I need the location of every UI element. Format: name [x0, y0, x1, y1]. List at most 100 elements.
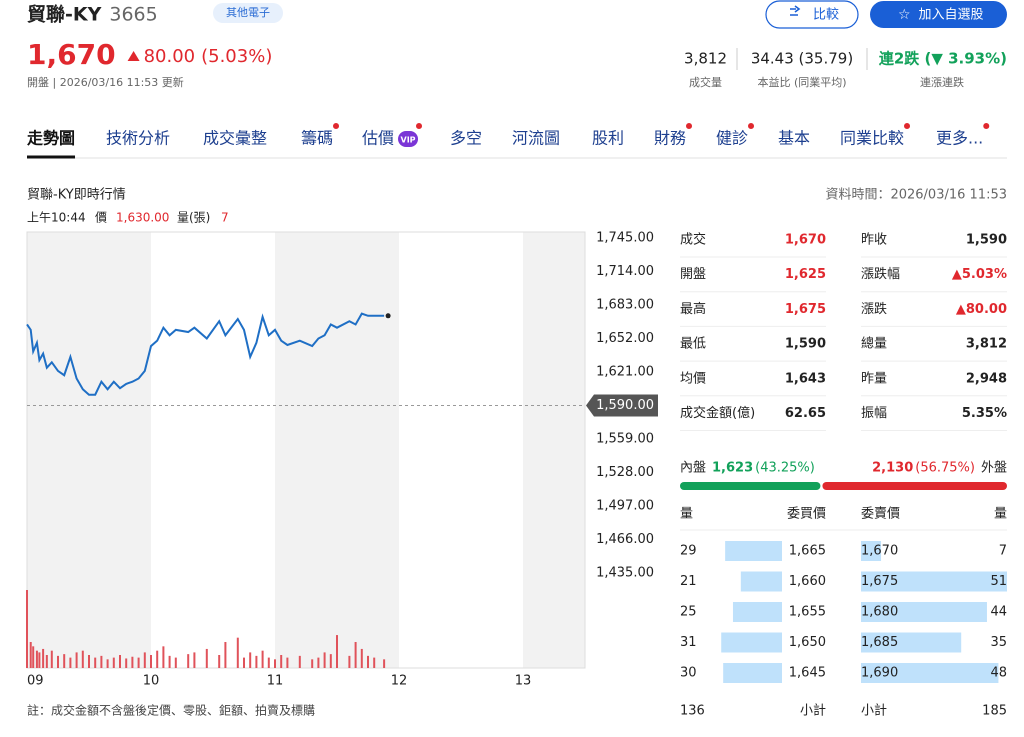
- industry-tag-label[interactable]: 其他電子: [226, 6, 270, 19]
- y-tick-label: 1,497.00: [596, 499, 654, 514]
- quote-label: 最高: [680, 301, 706, 317]
- tab[interactable]: 籌碼: [301, 129, 333, 148]
- volume-bar: [193, 652, 196, 668]
- quote-value: 62.65: [785, 406, 826, 421]
- footnote: 註：成交金額不含盤後定價、零股、鉅額、拍賣及標購: [27, 703, 315, 718]
- bid-price: 1,645: [789, 666, 826, 681]
- volume-bar: [274, 659, 276, 668]
- volume-bar: [267, 657, 270, 668]
- bid-bar: [723, 663, 782, 683]
- volume-bar: [57, 655, 59, 668]
- x-tick-label: 12: [391, 674, 408, 689]
- volume-bar: [317, 657, 320, 668]
- ask-price: 1,675: [861, 574, 898, 589]
- tab[interactable]: 更多...: [936, 129, 983, 148]
- ask-price: 1,670: [861, 544, 898, 559]
- book-header: 量: [994, 507, 1007, 522]
- ask-bar: [861, 541, 882, 561]
- stock-name: 貿聯-KY: [27, 3, 102, 26]
- quote-value: 5.35%: [962, 406, 1007, 421]
- tab-dot: [416, 123, 423, 129]
- quote-value: 1,675: [785, 302, 826, 317]
- volume-bar: [205, 648, 208, 668]
- stat-value: 34.43 (35.79): [751, 50, 853, 68]
- plot-border: [26, 231, 586, 669]
- tab[interactable]: 河流圖: [512, 129, 560, 148]
- quote-label: 振幅: [861, 406, 887, 421]
- ask-qty: 7: [999, 544, 1007, 559]
- quote-label: 均價: [680, 371, 706, 386]
- tab[interactable]: 同業比較: [840, 129, 904, 148]
- quote-value: 1,670: [785, 233, 826, 248]
- up-arrow: [127, 51, 140, 61]
- bid-price: 1,650: [789, 635, 826, 650]
- ask-qty: 35: [990, 635, 1007, 650]
- y-tick-label: 1,621.00: [596, 365, 654, 380]
- tab[interactable]: 健診: [716, 129, 748, 148]
- tab-dot: [748, 123, 755, 129]
- x-tick-label: 09: [27, 674, 44, 689]
- ask-bar: [861, 663, 999, 683]
- quote-label: 漲跌幅: [861, 266, 900, 282]
- tab[interactable]: 估價: [362, 129, 394, 148]
- watch-button[interactable]: [870, 1, 1007, 28]
- outer-label: 外盤: [981, 461, 1007, 476]
- ask-bar: [861, 602, 987, 622]
- volume-bar: [156, 650, 159, 668]
- outer-value: 2,130: [872, 461, 913, 476]
- tab[interactable]: 走勢圖: [26, 129, 75, 148]
- tab-dot: [983, 123, 990, 129]
- industry-tag[interactable]: [213, 3, 283, 23]
- hover-price: 1,630.00: [116, 211, 169, 225]
- tab[interactable]: 技術分析: [106, 129, 170, 148]
- y-tick-label: 1,466.00: [596, 532, 654, 547]
- volume-bar: [75, 652, 78, 668]
- tab[interactable]: 多空: [450, 129, 482, 148]
- volume-bar: [311, 659, 314, 668]
- quote-value: 1,590: [785, 337, 826, 352]
- tab[interactable]: 成交彙整: [203, 129, 267, 148]
- book-total: 136: [680, 704, 705, 719]
- compare-button[interactable]: [765, 0, 859, 29]
- volume-bar: [367, 655, 369, 668]
- watch-label[interactable]: 加入自選股: [918, 8, 983, 23]
- volume-bar: [69, 657, 72, 668]
- ask-bar: [861, 632, 962, 653]
- hour-band: [399, 232, 523, 668]
- volume-bar: [218, 655, 221, 668]
- quote-value: 1,590: [966, 233, 1007, 248]
- y-tick-label: 1,714.00: [596, 264, 654, 279]
- quote-value: ▲80.00: [956, 302, 1007, 317]
- ask-price: 1,685: [861, 635, 898, 650]
- ask-qty: 51: [990, 574, 1007, 589]
- volume-bar: [162, 646, 165, 668]
- star-icon: ☆: [898, 7, 911, 23]
- y-tick-label: 1,745.00: [596, 231, 654, 246]
- quote-label: 漲跌: [861, 301, 887, 317]
- volume-bar: [286, 657, 289, 668]
- tab[interactable]: 基本: [778, 129, 810, 148]
- bid-bar: [725, 541, 782, 561]
- x-tick-label: 10: [143, 674, 160, 689]
- tab[interactable]: 財務: [654, 129, 686, 148]
- volume-bar: [280, 655, 283, 668]
- volume-bar: [137, 657, 140, 668]
- volume-bar: [360, 648, 363, 668]
- volume-bar: [38, 652, 41, 668]
- volume-bar: [187, 654, 190, 668]
- tab[interactable]: 股利: [592, 129, 624, 148]
- volume-bar: [243, 657, 245, 668]
- y-tick-label: 1,683.00: [596, 298, 654, 313]
- volume-bar: [119, 655, 121, 668]
- volume-bar: [125, 658, 128, 668]
- price-line: [26, 312, 385, 396]
- chart-title: 貿聯-KY即時行情: [27, 188, 126, 203]
- compare-label[interactable]: 比較: [813, 8, 839, 23]
- bid-price: 1,655: [789, 605, 826, 620]
- bid-price: 1,665: [789, 544, 826, 559]
- volume-bar: [249, 652, 252, 668]
- ask-bar: [861, 571, 1007, 592]
- hour-band: [151, 232, 275, 668]
- volume-bar: [100, 655, 103, 668]
